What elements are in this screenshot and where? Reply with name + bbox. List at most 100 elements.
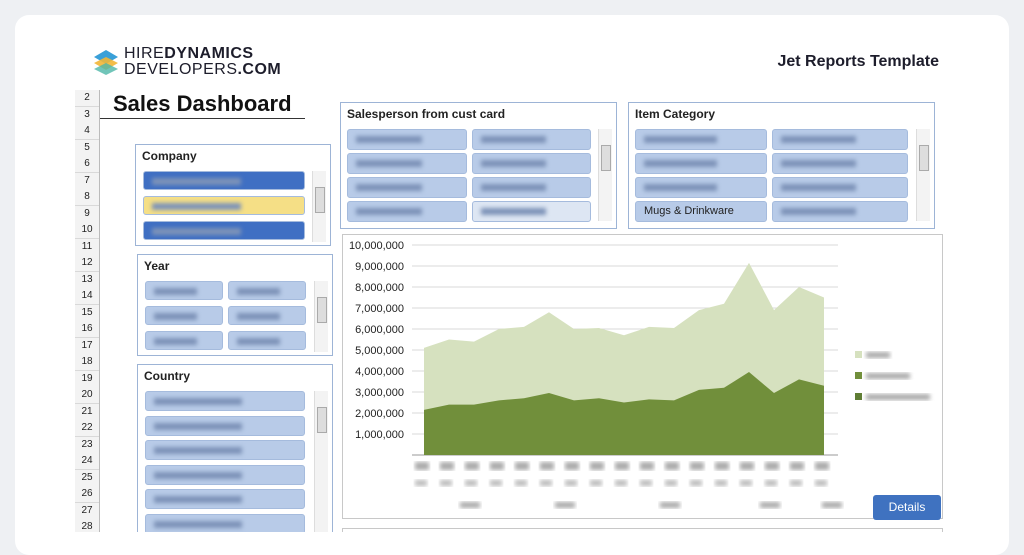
row-number: 21 <box>75 403 99 421</box>
blurred-text <box>154 447 242 455</box>
row-number: 26 <box>75 486 99 503</box>
blurred-text <box>152 203 242 210</box>
slicer-item[interactable] <box>145 391 305 411</box>
slicer-item[interactable] <box>143 221 305 240</box>
scrollbar <box>312 171 326 242</box>
slicer-item[interactable] <box>145 514 305 532</box>
row-number: 10 <box>75 222 99 239</box>
body: HIREDYNAMICS DEVELOPERS.COM Jet Reports … <box>15 15 1009 555</box>
blurred-text <box>356 208 422 215</box>
page-title: Jet Reports Template <box>777 53 939 70</box>
row-number: 17 <box>75 337 99 355</box>
row-number: 5 <box>75 139 99 157</box>
row-number: 7 <box>75 172 99 190</box>
row-number: 27 <box>75 502 99 520</box>
blurred-text <box>154 422 242 430</box>
slicer-item[interactable] <box>228 331 306 350</box>
slicer: Country <box>137 364 333 532</box>
slicer-title: Country <box>144 369 190 383</box>
slicer-item[interactable] <box>143 171 305 190</box>
slicer-item[interactable] <box>228 281 306 300</box>
logo-text: .COM <box>237 61 282 78</box>
row-number: 20 <box>75 387 99 404</box>
scrollbar <box>314 391 328 532</box>
blurred-text <box>154 288 197 295</box>
slicer: Salesperson from cust card <box>340 102 617 229</box>
slicer-item[interactable] <box>772 201 908 222</box>
blurred-text <box>356 160 422 167</box>
slicer-item[interactable] <box>145 440 305 461</box>
scroll-thumb <box>317 407 327 433</box>
blurred-text <box>781 208 856 215</box>
row-number: 4 <box>75 123 99 140</box>
slicer: Year <box>137 254 333 356</box>
slicer-title: Salesperson from cust card <box>347 107 506 121</box>
slicer-item[interactable] <box>145 281 223 300</box>
logo-line2: DEVELOPERS.COM <box>124 61 281 79</box>
row-number: 19 <box>75 370 99 388</box>
row-number: 12 <box>75 255 99 272</box>
row-number: 25 <box>75 469 99 487</box>
slicer-title: Year <box>144 259 170 273</box>
logo-line1: HIREDYNAMICS <box>124 45 254 63</box>
row-number: 3 <box>75 106 99 124</box>
blurred-text <box>154 338 197 345</box>
blurred-text <box>237 313 280 320</box>
slicer-item[interactable] <box>347 153 467 174</box>
scroll-thumb <box>601 145 611 171</box>
slicer-item[interactable] <box>145 415 305 436</box>
blurred-text <box>152 228 242 235</box>
blurred-text <box>237 288 280 295</box>
scrollbar <box>598 129 612 221</box>
row-number: 14 <box>75 288 99 305</box>
blurred-text <box>356 184 422 191</box>
slicer-item-text: Mugs & Drinkware <box>644 205 734 217</box>
slicer-title: Item Category <box>635 107 716 121</box>
slicer-item[interactable] <box>772 153 908 174</box>
blurred-text <box>154 398 242 405</box>
slicer-item[interactable] <box>472 153 591 174</box>
slicer-item[interactable] <box>145 331 223 350</box>
slicer-item[interactable] <box>228 306 306 325</box>
row-number: 15 <box>75 304 99 322</box>
slicer-item[interactable] <box>772 129 908 150</box>
row-number: 6 <box>75 156 99 173</box>
slicer-item[interactable]: Mugs & Drinkware <box>635 201 767 222</box>
spreadsheet: Sales Dashboard Salesperson from cust ca… <box>75 90 948 532</box>
slicer-item[interactable] <box>472 129 591 150</box>
scroll-thumb <box>919 145 929 171</box>
row-number: 22 <box>75 420 99 437</box>
blurred-text <box>644 160 717 167</box>
slicer-item[interactable] <box>145 464 305 485</box>
slicer: Item Category Mugs & Drinkware <box>628 102 935 229</box>
slicer-item[interactable] <box>143 196 305 215</box>
scrollbar <box>916 129 930 221</box>
slicer-item[interactable] <box>347 177 467 198</box>
blurred-text <box>644 184 717 191</box>
slicer-item[interactable] <box>472 177 591 198</box>
blurred-text <box>644 136 717 143</box>
slicer-item[interactable] <box>772 177 908 198</box>
blurred-text <box>781 184 856 191</box>
blurred-text <box>152 178 242 185</box>
slicer-item[interactable] <box>347 201 467 222</box>
row-number: 8 <box>75 189 99 206</box>
blurred-text <box>481 184 547 191</box>
slicer-item[interactable] <box>472 201 591 222</box>
blurred-text <box>481 208 547 215</box>
slicer-item[interactable] <box>145 489 305 510</box>
row-number: 28 <box>75 519 99 532</box>
details-button[interactable]: Details <box>873 495 941 520</box>
chart-box <box>342 234 943 519</box>
blurred-text <box>154 496 242 504</box>
slicer-item[interactable] <box>145 306 223 325</box>
slicer-item[interactable] <box>635 153 767 174</box>
blurred-text <box>154 521 242 528</box>
slicer-item[interactable] <box>347 129 467 150</box>
blurred-text <box>356 136 422 143</box>
slicer-item[interactable] <box>635 177 767 198</box>
slicer-item[interactable] <box>635 129 767 150</box>
blurred-text <box>154 313 197 320</box>
sheet-title: Sales Dashboard <box>113 91 292 116</box>
page: Jet Reports Template {"header": {"logo":… <box>15 15 1009 555</box>
